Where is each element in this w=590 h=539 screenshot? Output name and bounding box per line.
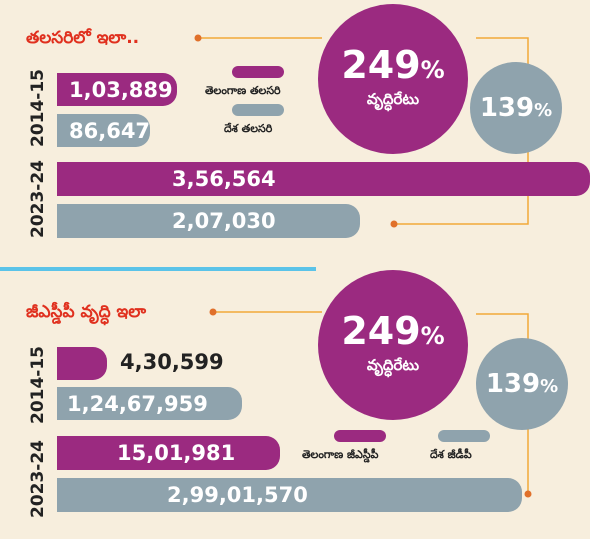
bar-india-2023: 2,07,030 — [57, 204, 360, 238]
bar-value-label: 1,24,67,959 — [67, 391, 208, 416]
legend-swatch-india — [232, 104, 284, 116]
growth-caption: వృద్ధిరేటు — [366, 356, 420, 374]
legend-label-telangana: తెలంగాణ జీఎస్డీపీ — [302, 448, 379, 461]
growth-unit: % — [540, 376, 559, 397]
chart-title: తలసరిలో ఇలా.. — [26, 28, 140, 48]
growth-value: 249 — [341, 43, 421, 87]
legend-swatch-india — [438, 430, 490, 442]
legend-label-india: దేశ జీడీపీ — [430, 448, 472, 461]
bar-value-label: 3,56,564 — [172, 167, 276, 191]
growth-circle-telangana: 249% వృద్ధిరేటు — [318, 4, 468, 154]
year-label: 2023-24 — [28, 439, 48, 519]
bar-value-label: 2,99,01,570 — [167, 483, 308, 507]
connector-dot — [524, 490, 532, 498]
bar-india-2014: 86,647 — [57, 114, 151, 147]
bar-value-label: 4,30,599 — [120, 350, 224, 374]
growth-circle-india: 139% — [476, 338, 568, 430]
growth-unit: % — [534, 100, 553, 121]
growth-unit: % — [420, 322, 445, 350]
year-label: 2023-24 — [28, 159, 48, 239]
legend-label-india: దేశ తలసరి — [224, 122, 273, 135]
bar-value-label: 15,01,981 — [117, 441, 236, 465]
connector-dot — [194, 34, 202, 42]
growth-value: 249 — [341, 309, 421, 353]
bar-value-label: 86,647 — [69, 118, 151, 143]
connector-dot — [390, 220, 398, 228]
bar-telangana-2014 — [57, 347, 107, 380]
bar-telangana-2014: 1,03,889 — [57, 73, 177, 106]
bar-india-2023: 2,99,01,570 — [57, 478, 522, 512]
connector-line — [476, 313, 529, 494]
growth-circle-india: 139% — [470, 62, 562, 154]
legend-swatch-telangana — [232, 66, 284, 78]
bar-value-label: 1,03,889 — [69, 77, 173, 102]
legend-swatch-telangana — [334, 430, 386, 442]
growth-value: 139 — [479, 93, 535, 123]
bar-telangana-2023: 15,01,981 — [57, 436, 280, 470]
bar-value-label: 2,07,030 — [172, 209, 276, 233]
growth-unit: % — [420, 56, 445, 84]
chart-title: జీఎస్డీపీ వృద్ధి ఇలా — [26, 302, 147, 322]
bar-india-2014: 1,24,67,959 — [57, 387, 242, 420]
growth-value: 139 — [485, 369, 541, 399]
growth-circle-telangana: 249% వృద్ధిరేటు — [318, 270, 468, 420]
legend-label-telangana: తెలంగాణ తలసరి — [205, 84, 281, 97]
section-divider — [0, 267, 316, 271]
growth-caption: వృద్ధిరేటు — [366, 90, 420, 108]
bar-telangana-2023: 3,56,564 — [57, 162, 590, 196]
connector-dot — [209, 308, 217, 316]
